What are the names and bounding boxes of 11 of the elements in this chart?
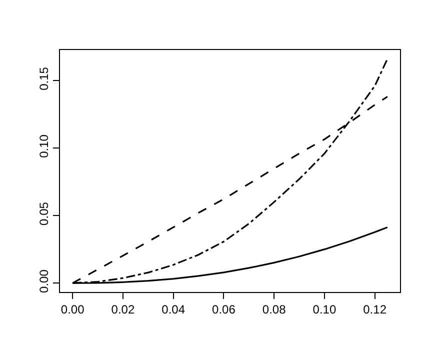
y-tick-label: 0.05 (37, 202, 52, 226)
y-tick-label: 0.00 (37, 269, 52, 293)
x-tick-label: 0.04 (162, 302, 186, 316)
x-tick-label: 0.08 (262, 302, 286, 316)
y-tick-label: 0.15 (37, 66, 52, 90)
x-tick-label: 0.10 (312, 302, 336, 316)
x-tick-label: 0.06 (212, 302, 236, 316)
x-tick-label: 0.12 (363, 302, 387, 316)
y-tick-label: 0.10 (37, 134, 52, 158)
x-tick-label: 0.02 (111, 302, 135, 316)
x-tick-label: 0.00 (60, 302, 85, 316)
